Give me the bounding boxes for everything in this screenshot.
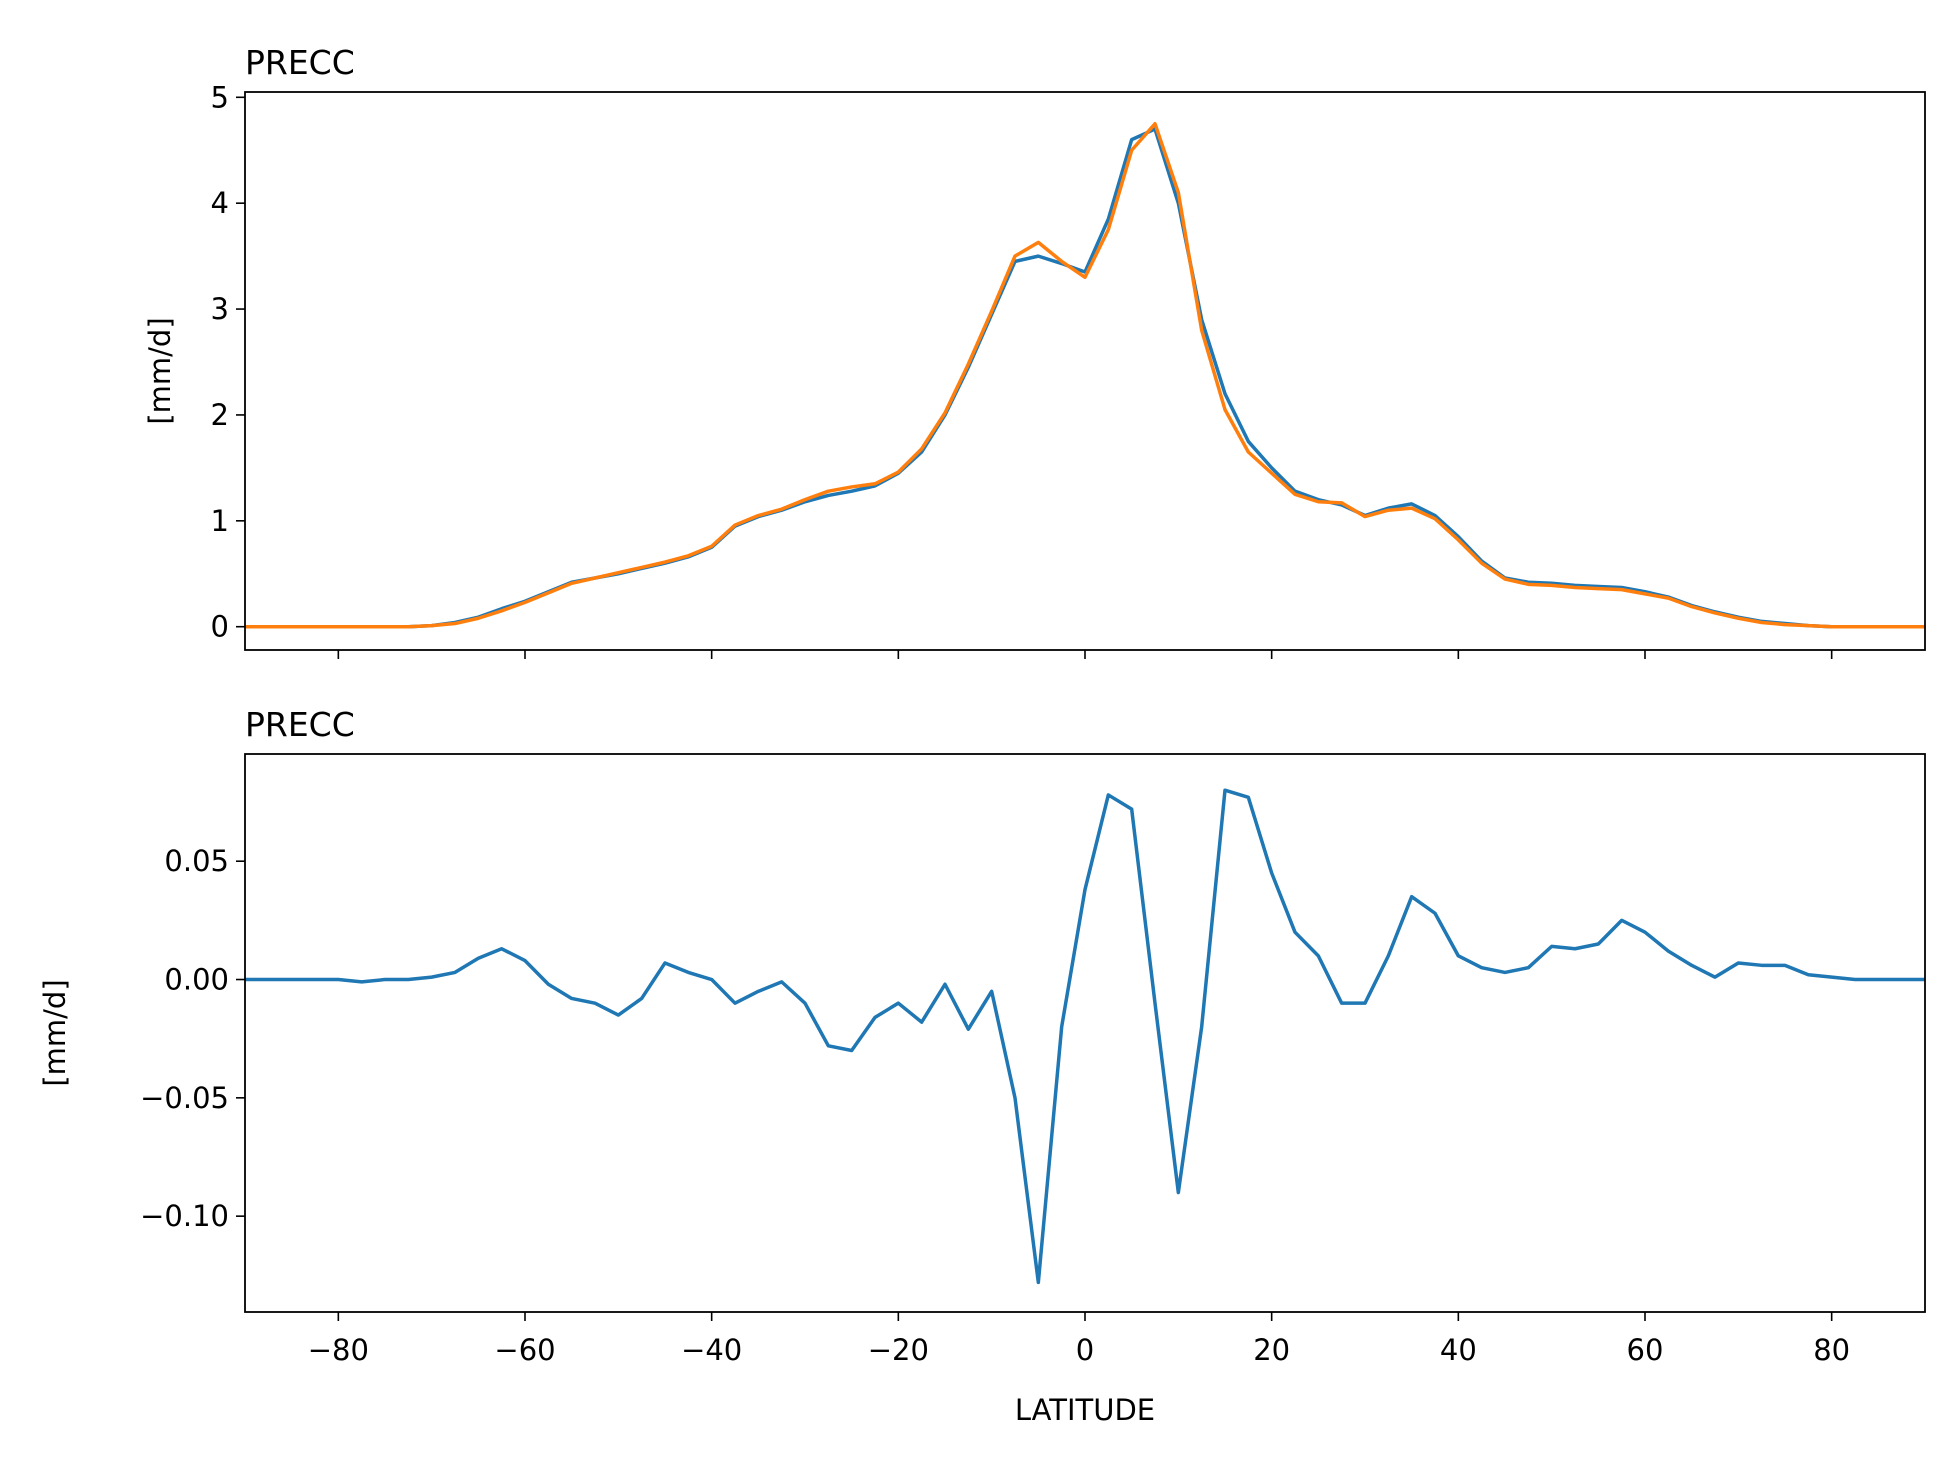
y-tick-label: 0.00 (164, 963, 229, 997)
data-line (245, 127, 1925, 629)
y-axis-label: [mm/d] (38, 979, 72, 1086)
y-tick-label: 0 (211, 610, 229, 644)
y-tick-label: −0.10 (140, 1199, 229, 1233)
x-tick-label: −60 (494, 1333, 555, 1367)
axes-frame (244, 91, 1926, 651)
data-line (245, 788, 1925, 1285)
y-tick-label: 1 (211, 504, 229, 538)
x-tick-label: 0 (1076, 1333, 1094, 1367)
chart-title: PRECC (245, 705, 355, 744)
y-tick-label: 0.05 (164, 844, 229, 878)
axes-frame (244, 753, 1926, 1313)
x-axis-label: LATITUDE (1015, 1393, 1155, 1427)
y-axis-label: [mm/d] (143, 317, 177, 424)
x-tick-label: −20 (868, 1333, 929, 1367)
y-tick-label: 2 (211, 398, 229, 432)
x-tick-label: 60 (1627, 1333, 1664, 1367)
y-tick-label: 4 (211, 186, 229, 220)
x-tick-label: −40 (681, 1333, 742, 1367)
x-tick-label: 20 (1253, 1333, 1290, 1367)
x-tick-label: 40 (1440, 1333, 1477, 1367)
x-tick-label: 80 (1813, 1333, 1850, 1367)
y-tick-label: −0.05 (140, 1081, 229, 1115)
y-tick-label: 3 (211, 292, 229, 326)
y-tick-label: 5 (211, 80, 229, 114)
chart-title: PRECC (245, 43, 355, 82)
data-line (245, 122, 1925, 629)
x-tick-label: −80 (308, 1333, 369, 1367)
